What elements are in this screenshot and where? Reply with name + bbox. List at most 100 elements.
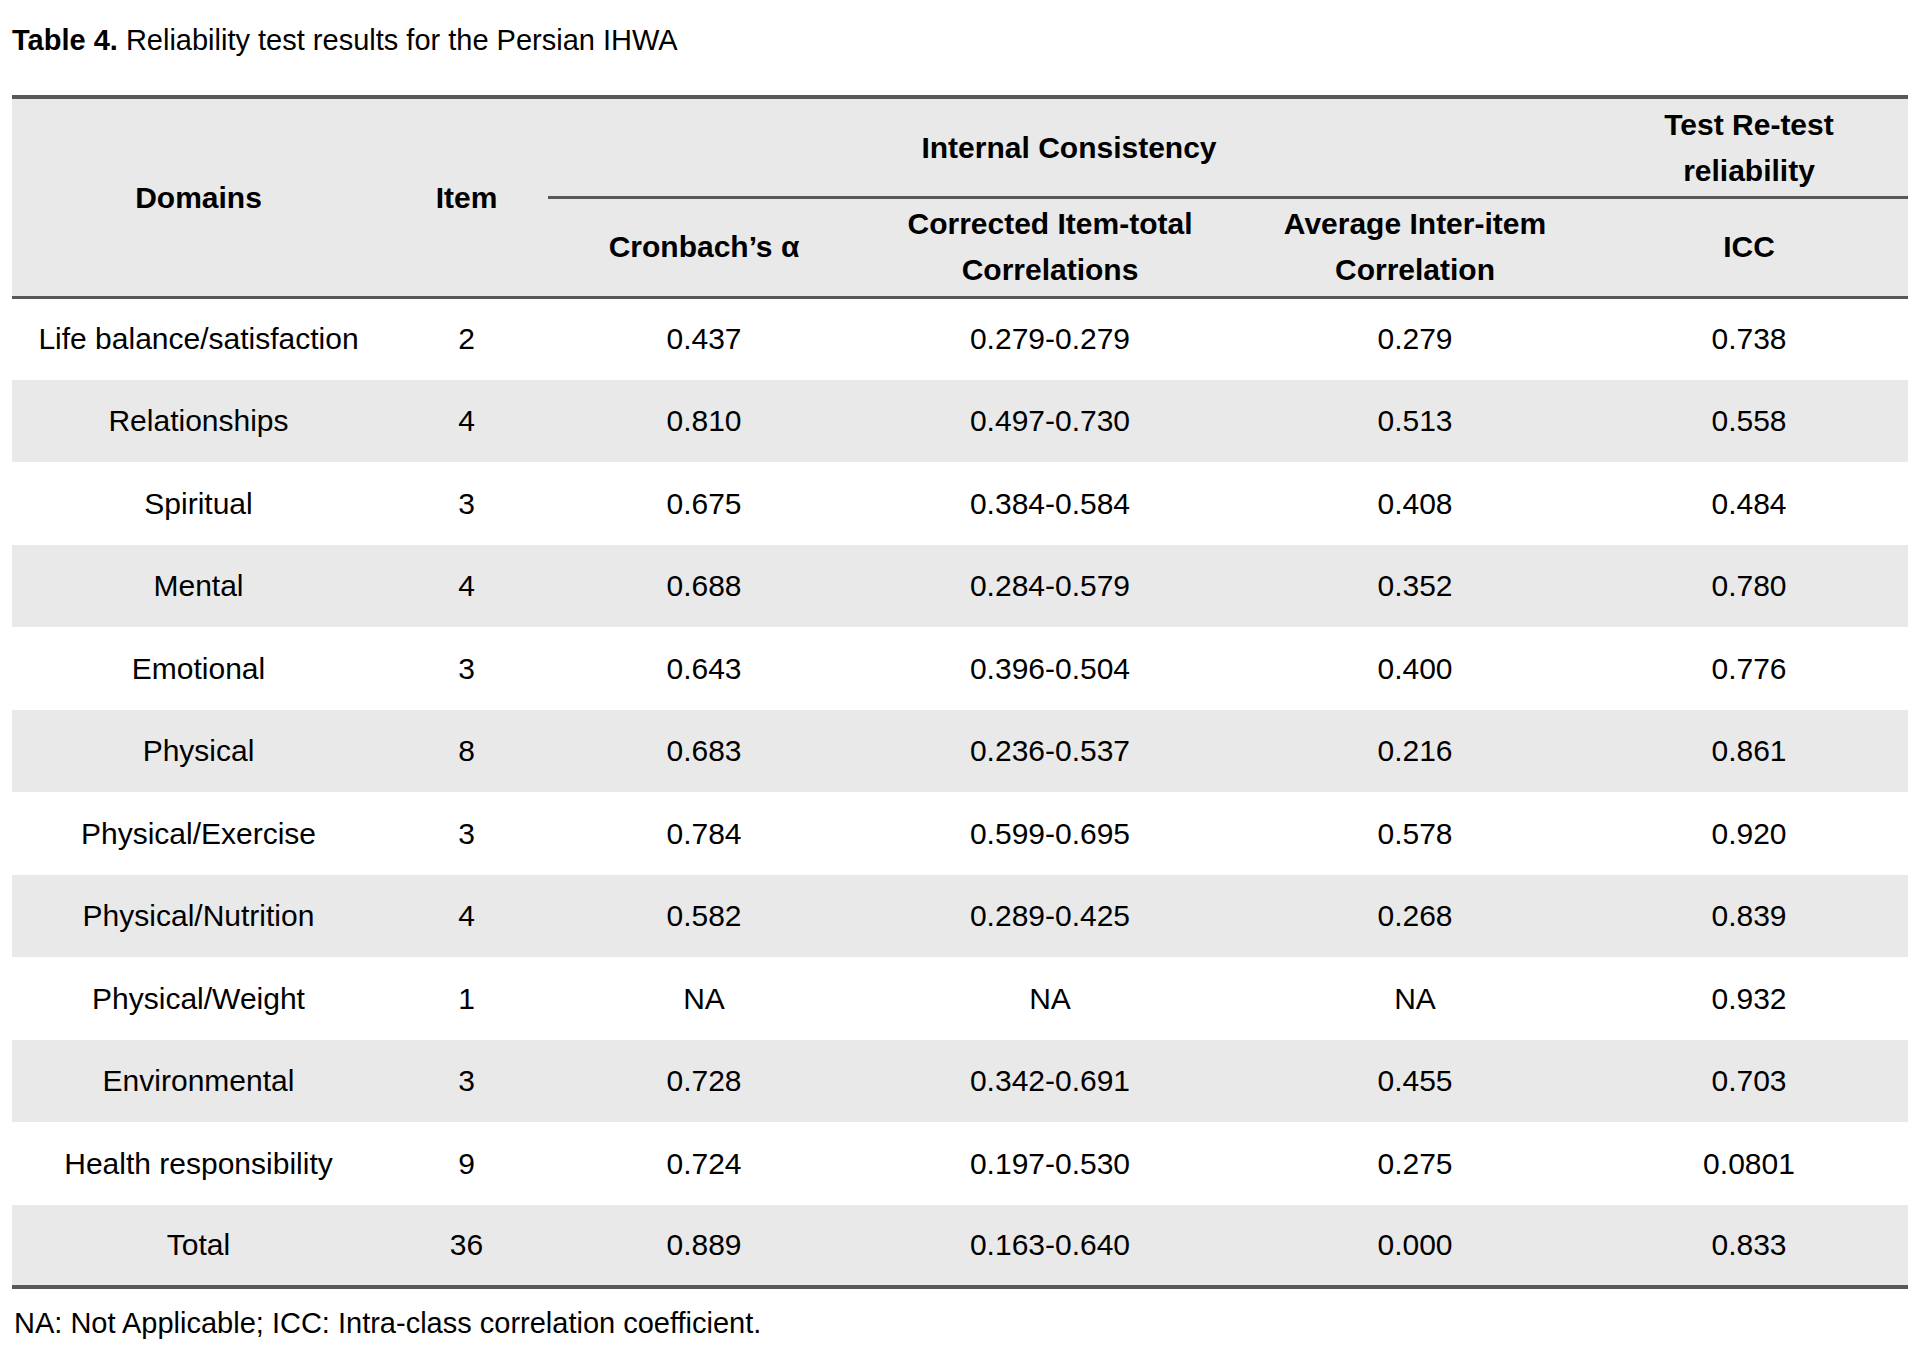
cell-average: 0.352: [1240, 545, 1590, 628]
cell-domain: Physical: [12, 710, 385, 793]
cell-domain: Total: [12, 1205, 385, 1288]
table-row: Physical/Weight 1 NA NA NA 0.932: [12, 957, 1908, 1040]
table-header: Domains Item Internal Consistency Test R…: [12, 97, 1908, 297]
cell-item: 4: [385, 545, 548, 628]
cell-average: 0.275: [1240, 1122, 1590, 1205]
cell-domain: Physical/Exercise: [12, 792, 385, 875]
cell-domain: Relationships: [12, 380, 385, 463]
cell-corrected: 0.289-0.425: [860, 875, 1240, 958]
cell-item: 9: [385, 1122, 548, 1205]
cell-corrected: 0.384-0.584: [860, 462, 1240, 545]
header-internal-consistency: Internal Consistency: [548, 97, 1590, 197]
cell-cronbach: 0.724: [548, 1122, 860, 1205]
cell-cronbach: 0.582: [548, 875, 860, 958]
cell-item: 36: [385, 1205, 548, 1288]
cell-cronbach: 0.810: [548, 380, 860, 463]
cell-corrected: 0.197-0.530: [860, 1122, 1240, 1205]
cell-average: 0.279: [1240, 297, 1590, 380]
table-row: Mental 4 0.688 0.284-0.579 0.352 0.780: [12, 545, 1908, 628]
cell-icc: 0.0801: [1590, 1122, 1908, 1205]
cell-icc: 0.833: [1590, 1205, 1908, 1288]
cell-corrected: NA: [860, 957, 1240, 1040]
cell-corrected: 0.279-0.279: [860, 297, 1240, 380]
reliability-table: Domains Item Internal Consistency Test R…: [12, 95, 1908, 1289]
cell-icc: 0.738: [1590, 297, 1908, 380]
table-caption-text: Reliability test results for the Persian…: [126, 24, 678, 56]
header-average-inter-item: Average Inter-item Correlation: [1240, 197, 1590, 297]
cell-domain: Physical/Weight: [12, 957, 385, 1040]
cell-item: 4: [385, 875, 548, 958]
cell-domain: Physical/Nutrition: [12, 875, 385, 958]
cell-icc: 0.932: [1590, 957, 1908, 1040]
cell-average: 0.268: [1240, 875, 1590, 958]
header-row-groups: Domains Item Internal Consistency Test R…: [12, 97, 1908, 197]
table-caption: Table 4. Reliability test results for th…: [12, 24, 1908, 57]
table-row: Physical/Exercise 3 0.784 0.599-0.695 0.…: [12, 792, 1908, 875]
cell-corrected: 0.599-0.695: [860, 792, 1240, 875]
cell-item: 8: [385, 710, 548, 793]
cell-average: 0.455: [1240, 1040, 1590, 1123]
cell-corrected: 0.497-0.730: [860, 380, 1240, 463]
header-domains: Domains: [12, 97, 385, 297]
cell-item: 4: [385, 380, 548, 463]
cell-icc: 0.558: [1590, 380, 1908, 463]
table-row: Relationships 4 0.810 0.497-0.730 0.513 …: [12, 380, 1908, 463]
cell-icc: 0.484: [1590, 462, 1908, 545]
cell-domain: Emotional: [12, 627, 385, 710]
header-icc: ICC: [1590, 197, 1908, 297]
cell-corrected: 0.163-0.640: [860, 1205, 1240, 1288]
cell-average: 0.408: [1240, 462, 1590, 545]
cell-average: 0.578: [1240, 792, 1590, 875]
header-test-retest-reliability: Test Re-test reliability: [1590, 97, 1908, 197]
table-row: Total 36 0.889 0.163-0.640 0.000 0.833: [12, 1205, 1908, 1288]
cell-corrected: 0.236-0.537: [860, 710, 1240, 793]
cell-icc: 0.780: [1590, 545, 1908, 628]
table-row: Emotional 3 0.643 0.396-0.504 0.400 0.77…: [12, 627, 1908, 710]
table-row: Physical 8 0.683 0.236-0.537 0.216 0.861: [12, 710, 1908, 793]
cell-corrected: 0.342-0.691: [860, 1040, 1240, 1123]
cell-icc: 0.861: [1590, 710, 1908, 793]
cell-cronbach: NA: [548, 957, 860, 1040]
table-footnote: NA: Not Applicable; ICC: Intra-class cor…: [14, 1307, 1908, 1340]
cell-item: 3: [385, 462, 548, 545]
cell-corrected: 0.396-0.504: [860, 627, 1240, 710]
cell-icc: 0.839: [1590, 875, 1908, 958]
cell-cronbach: 0.437: [548, 297, 860, 380]
cell-icc: 0.776: [1590, 627, 1908, 710]
table-body: Life balance/satisfaction 2 0.437 0.279-…: [12, 297, 1908, 1287]
cell-item: 1: [385, 957, 548, 1040]
header-cronbach-alpha: Cronbach’s α: [548, 197, 860, 297]
table-row: Spiritual 3 0.675 0.384-0.584 0.408 0.48…: [12, 462, 1908, 545]
cell-domain: Spiritual: [12, 462, 385, 545]
cell-item: 3: [385, 627, 548, 710]
cell-cronbach: 0.643: [548, 627, 860, 710]
cell-average: 0.513: [1240, 380, 1590, 463]
cell-item: 3: [385, 792, 548, 875]
cell-cronbach: 0.784: [548, 792, 860, 875]
table-row: Environmental 3 0.728 0.342-0.691 0.455 …: [12, 1040, 1908, 1123]
table-row: Physical/Nutrition 4 0.582 0.289-0.425 0…: [12, 875, 1908, 958]
cell-cronbach: 0.675: [548, 462, 860, 545]
page: Table 4. Reliability test results for th…: [0, 0, 1920, 1359]
cell-cronbach: 0.728: [548, 1040, 860, 1123]
header-item: Item: [385, 97, 548, 297]
cell-domain: Environmental: [12, 1040, 385, 1123]
cell-cronbach: 0.889: [548, 1205, 860, 1288]
header-corrected-item-total: Corrected Item-total Correlations: [860, 197, 1240, 297]
cell-icc: 0.703: [1590, 1040, 1908, 1123]
table-row: Health responsibility 9 0.724 0.197-0.53…: [12, 1122, 1908, 1205]
cell-average: 0.400: [1240, 627, 1590, 710]
cell-corrected: 0.284-0.579: [860, 545, 1240, 628]
cell-average: NA: [1240, 957, 1590, 1040]
cell-average: 0.000: [1240, 1205, 1590, 1288]
table-row: Life balance/satisfaction 2 0.437 0.279-…: [12, 297, 1908, 380]
cell-domain: Mental: [12, 545, 385, 628]
cell-cronbach: 0.688: [548, 545, 860, 628]
cell-item: 2: [385, 297, 548, 380]
cell-domain: Health responsibility: [12, 1122, 385, 1205]
cell-cronbach: 0.683: [548, 710, 860, 793]
cell-item: 3: [385, 1040, 548, 1123]
cell-icc: 0.920: [1590, 792, 1908, 875]
cell-domain: Life balance/satisfaction: [12, 297, 385, 380]
table-caption-label: Table 4.: [12, 24, 118, 56]
